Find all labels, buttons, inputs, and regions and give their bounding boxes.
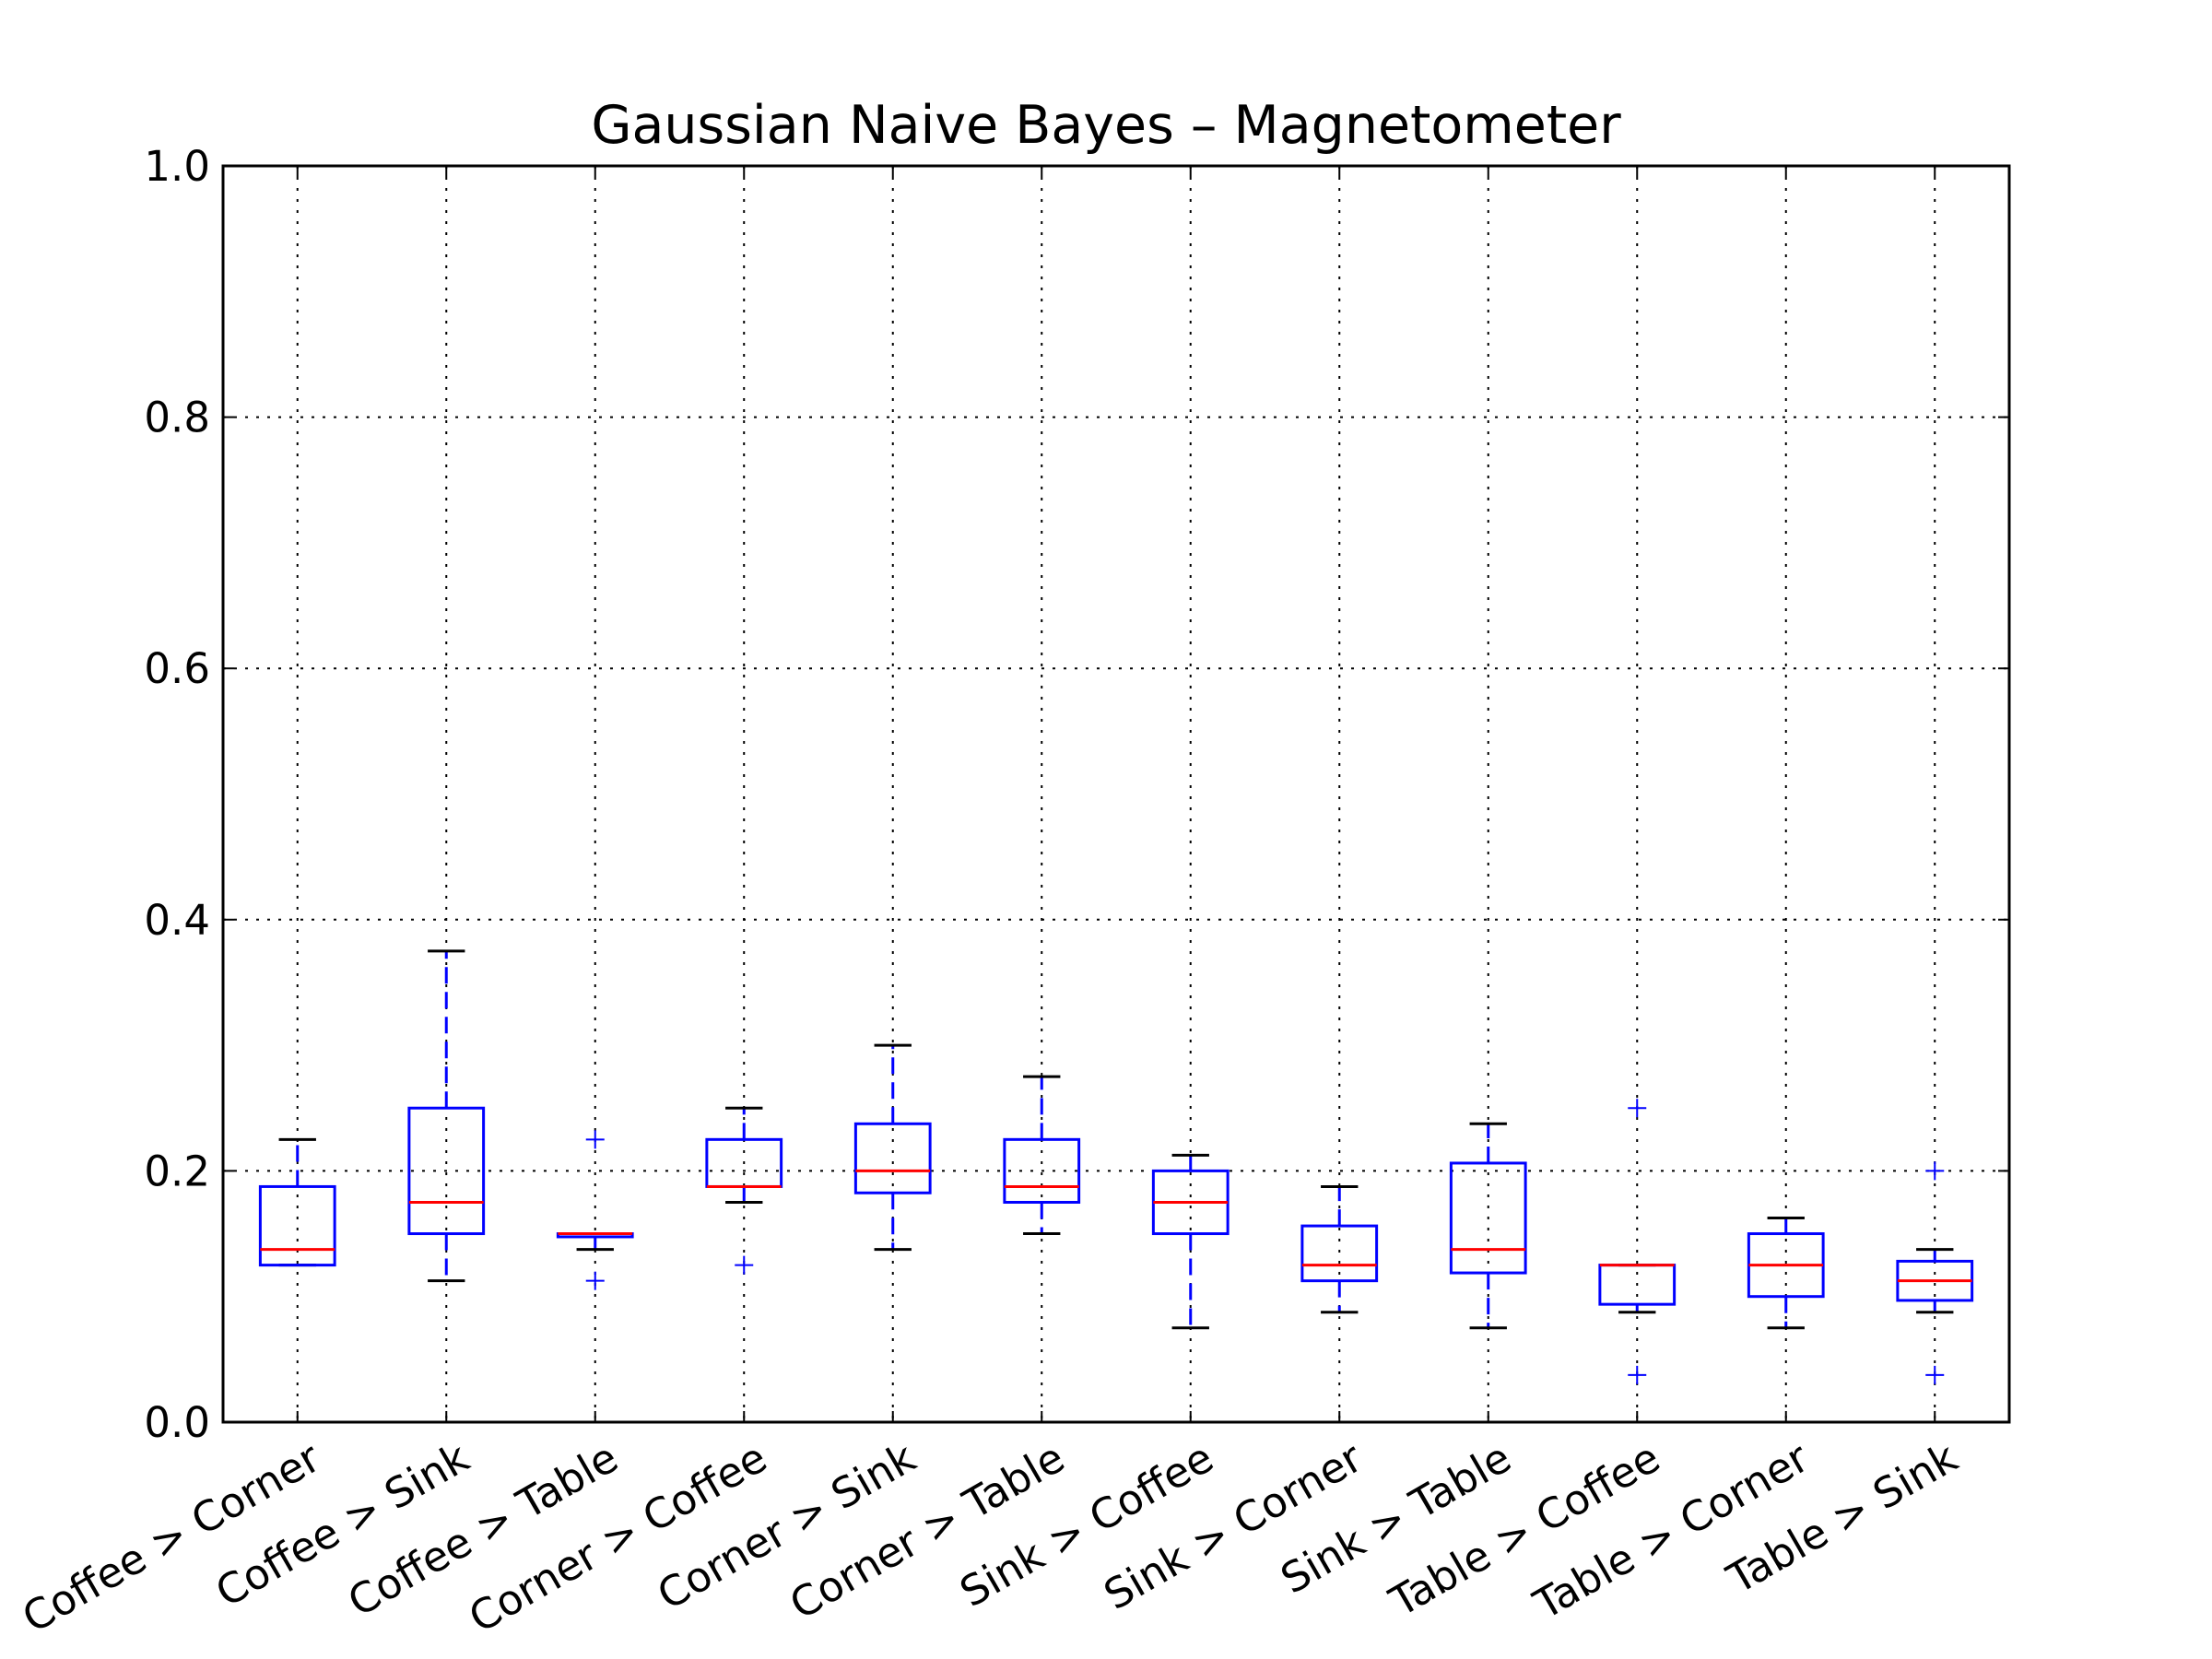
box-group: [1151, 1153, 1230, 1330]
box-group: [853, 1043, 932, 1252]
chart-title: Gaussian Naive Bayes – Magnetometer: [591, 95, 1621, 156]
outlier-point: [1925, 1161, 1945, 1181]
outlier-point: [585, 1130, 605, 1149]
iqr-box: [1300, 1224, 1379, 1283]
y-tick-label: 0.2: [144, 1147, 210, 1195]
y-tick-label: 0.0: [144, 1398, 210, 1447]
grid-layer: [223, 166, 2009, 1422]
box-group: [1003, 1075, 1081, 1236]
box-group: [407, 949, 486, 1283]
iqr-box: [407, 1106, 486, 1236]
x-tick-label: Sink > Corner: [1096, 1432, 1371, 1619]
box-group: [1747, 1217, 1825, 1330]
box-group: [705, 1106, 783, 1275]
y-tick-label: 0.8: [144, 394, 210, 442]
iqr-box: [1449, 1161, 1527, 1275]
outlier-point: [735, 1255, 754, 1275]
box-group: [1300, 1184, 1379, 1314]
box-group: [258, 1137, 336, 1267]
box-group: [1598, 1099, 1677, 1384]
iqr-box: [853, 1122, 932, 1194]
plot-frame: [221, 164, 2011, 1424]
outlier-point: [585, 1271, 605, 1290]
box-group: [1449, 1122, 1527, 1330]
outlier-point: [1628, 1365, 1647, 1384]
outlier-point: [1925, 1365, 1945, 1384]
boxes-layer: [258, 949, 1974, 1384]
box-group: [1896, 1161, 1974, 1384]
box-group: [556, 1130, 634, 1290]
iqr-box: [1003, 1137, 1081, 1204]
y-axis: 0.0 0.2 0.4 0.6 0.8 1.0: [144, 142, 2009, 1447]
outlier-point: [1628, 1099, 1647, 1118]
y-tick-label: 1.0: [144, 142, 210, 191]
iqr-box: [258, 1184, 336, 1267]
x-tick-label: Sink > Coffee: [952, 1433, 1222, 1618]
y-tick-label: 0.4: [144, 896, 210, 945]
y-tick-label: 0.6: [144, 644, 210, 693]
